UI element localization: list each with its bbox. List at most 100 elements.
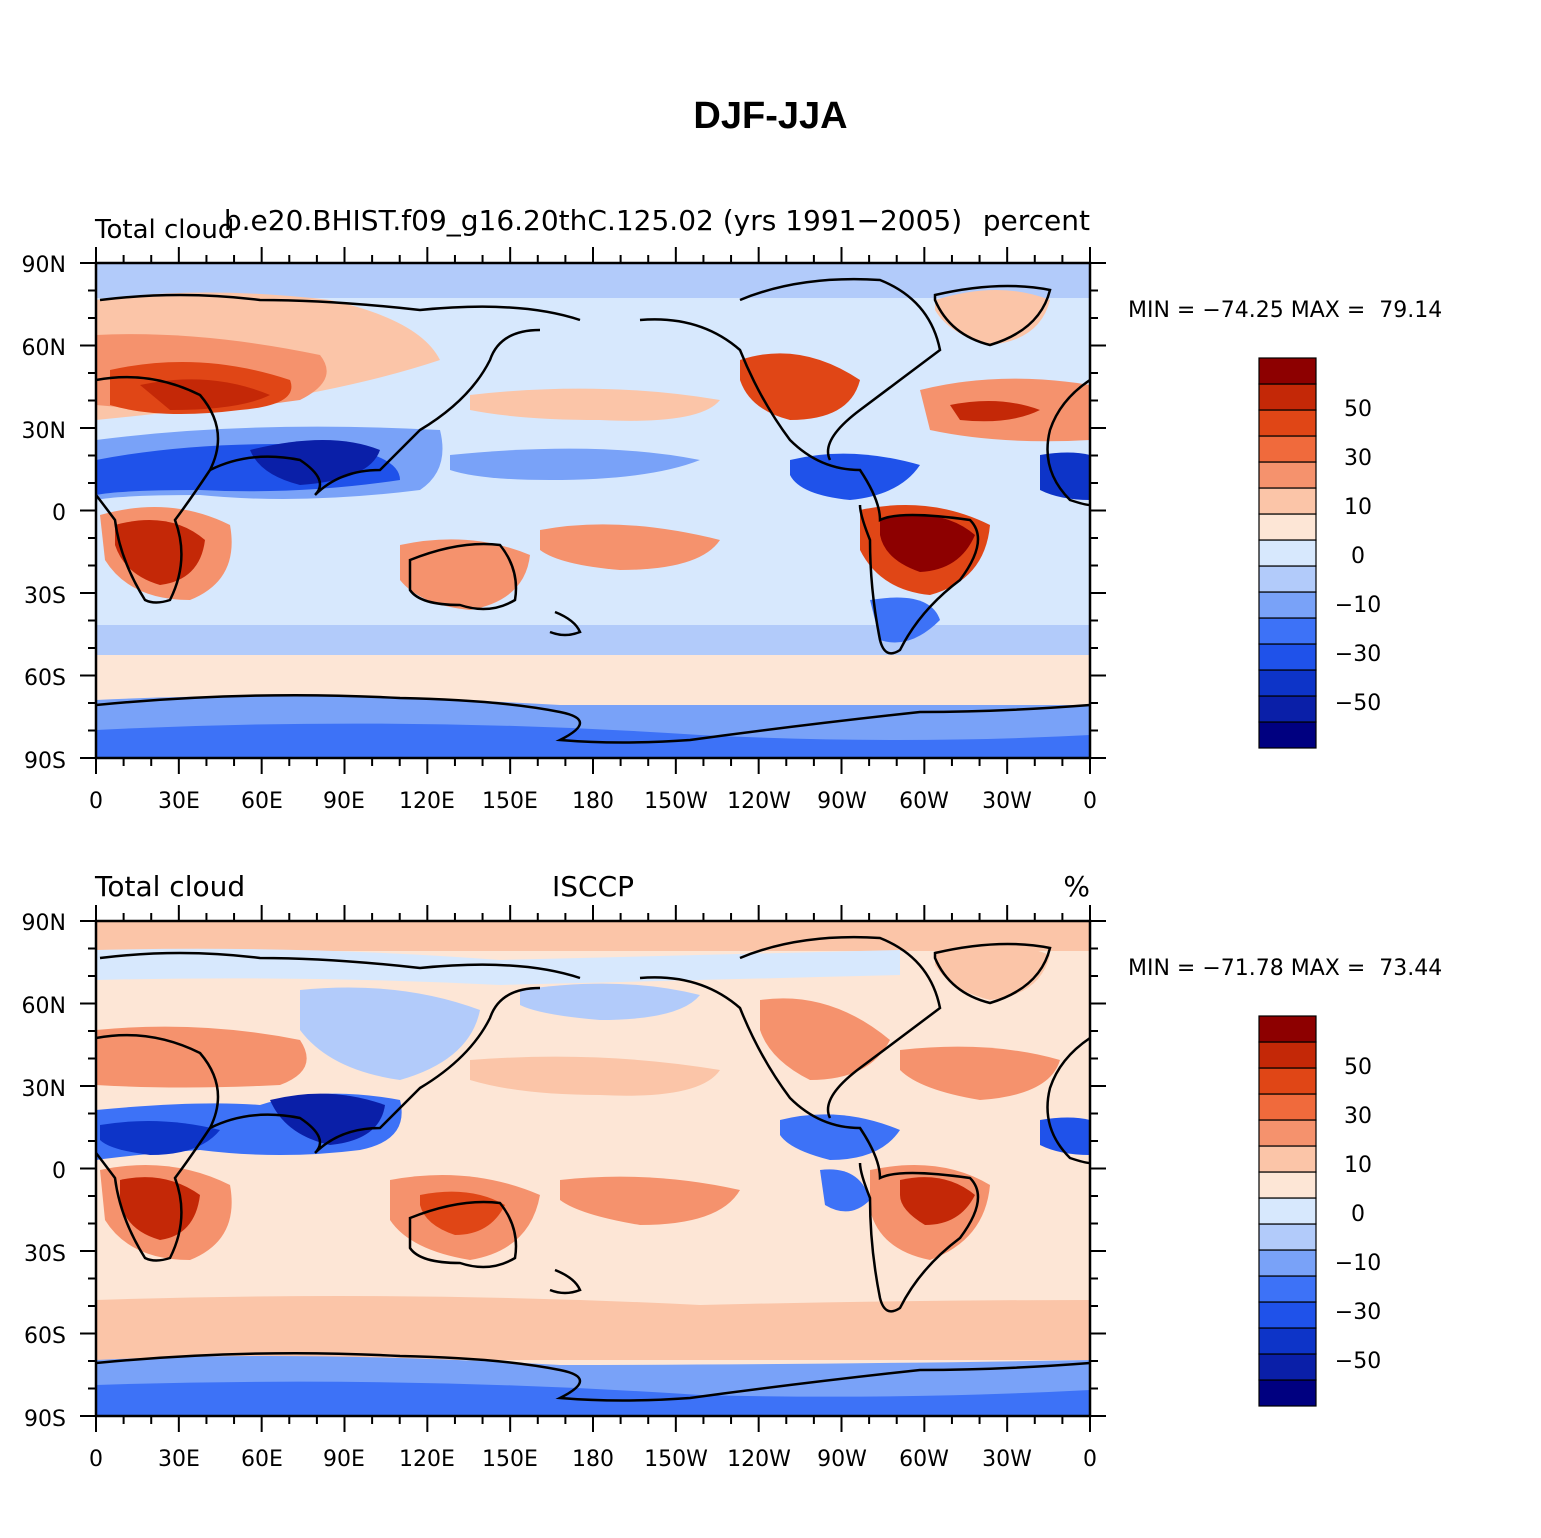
- eurasia-warm: [96, 1026, 307, 1088]
- colorbar-swatch: [1258, 1145, 1317, 1173]
- north-pacific-cold: [520, 983, 700, 1020]
- coastlines: [96, 935, 1090, 1402]
- lon-label: 150E: [482, 789, 538, 814]
- colorbar-swatch: [1258, 409, 1317, 437]
- central-america-cold: [790, 453, 920, 500]
- lat-label: 60S: [24, 1324, 66, 1349]
- north-pacific-warm: [470, 1056, 720, 1096]
- colorbar-swatch: [1258, 669, 1317, 697]
- north-america-warm: [760, 998, 890, 1080]
- colorbar-label: 30: [1344, 446, 1372, 471]
- axis-ticks: [80, 905, 1106, 1432]
- lat-label: 0: [52, 501, 66, 526]
- southern-ocean-band: [96, 625, 1090, 655]
- colorbar-swatch: [1258, 591, 1317, 619]
- greenland-warm: [935, 943, 1050, 1000]
- asia-cold-3: [270, 1093, 385, 1145]
- lon-label: 0: [1083, 1447, 1097, 1472]
- africa-west-cold: [1040, 452, 1090, 500]
- colorbar: 50 30 10 0 −10 −30 −50: [1258, 357, 1381, 749]
- panel-center-label: b.e20.BHIST.f09_g16.20thC.125.02 (yrs 19…: [224, 204, 962, 237]
- colorbar-label: 50: [1344, 1055, 1372, 1080]
- lon-label: 30W: [982, 1447, 1032, 1472]
- figure-title: DJF-JJA: [693, 95, 848, 137]
- south-america-warm-2: [880, 515, 975, 572]
- lon-label: 60W: [899, 789, 949, 814]
- north-atlantic-warm: [900, 1046, 1060, 1100]
- lon-label: 60E: [241, 1447, 283, 1472]
- panel-right-label: percent: [983, 204, 1090, 237]
- asia-cold: [300, 987, 480, 1080]
- colorbar-swatch: [1258, 1301, 1317, 1329]
- lat-label: 60S: [24, 666, 66, 691]
- colorbar-label: −10: [1335, 1251, 1381, 1276]
- lon-label: 120E: [399, 789, 455, 814]
- lat-label: 30N: [22, 1077, 66, 1102]
- lat-label: 30S: [24, 584, 66, 609]
- colorbar-label: 30: [1344, 1104, 1372, 1129]
- coastlines: [96, 277, 1090, 744]
- southern-ocean-band: [96, 1296, 1090, 1360]
- lon-label: 120W: [727, 789, 791, 814]
- colorbar-swatch: [1258, 461, 1317, 489]
- colorbar-swatch: [1258, 1275, 1317, 1303]
- lat-label: 60N: [22, 336, 66, 361]
- south-pacific-warm: [560, 1176, 740, 1225]
- panel-left-label: Total cloud: [94, 215, 234, 245]
- colorbar-label: 0: [1351, 544, 1365, 569]
- lat-axis-labels: 90N 60N 30N 0 30S 60S 90S: [22, 253, 66, 774]
- colorbar-swatch: [1258, 539, 1317, 567]
- lat-label: 30S: [24, 1242, 66, 1267]
- panel-center-label: ISCCP: [552, 870, 634, 903]
- colorbar-swatch: [1258, 1171, 1317, 1199]
- africa-warm-2: [115, 520, 205, 585]
- lon-label: 120W: [727, 1447, 791, 1472]
- lon-label: 60E: [241, 789, 283, 814]
- south-pacific-warm: [540, 524, 720, 570]
- axis-ticks: [80, 247, 1106, 774]
- min-max-readout: MIN = −74.25 MAX = 79.14: [1128, 298, 1442, 323]
- lat-label: 90S: [24, 1407, 66, 1432]
- lat-label: 60N: [22, 994, 66, 1019]
- lon-axis-labels: 0 30E 60E 90E 120E 150E 180 150W 120W 90…: [89, 1447, 1097, 1472]
- colorbar-swatch: [1258, 617, 1317, 645]
- panel-left-label: Total cloud: [94, 870, 245, 903]
- south-america-cold: [870, 597, 940, 643]
- lon-axis-labels: 0 30E 60E 90E 120E 150E 180 150W 120W 90…: [89, 789, 1097, 814]
- colorbar-swatch: [1258, 643, 1317, 671]
- australia-warm: [400, 539, 530, 610]
- colorbar-swatch: [1258, 565, 1317, 593]
- colorbar-label: −50: [1335, 691, 1381, 716]
- colorbar-label: 50: [1344, 397, 1372, 422]
- colorbar-swatch: [1258, 383, 1317, 411]
- lon-label: 150W: [644, 789, 708, 814]
- colorbar-swatch: [1258, 721, 1317, 749]
- eurasia-warm-4: [140, 379, 270, 410]
- north-america-warm: [740, 353, 860, 420]
- colorbar-label: −10: [1335, 593, 1381, 618]
- colorbar-swatch: [1258, 1327, 1317, 1355]
- lon-label: 90E: [323, 789, 365, 814]
- lon-label: 150W: [644, 1447, 708, 1472]
- lon-label: 180: [572, 1447, 614, 1472]
- colorbar-swatch: [1258, 513, 1317, 541]
- lon-label: 90W: [817, 1447, 867, 1472]
- min-max-readout: MIN = −71.78 MAX = 73.44: [1128, 956, 1442, 981]
- colorbar-swatch: [1258, 1223, 1317, 1251]
- colorbar-label: −30: [1335, 1300, 1381, 1325]
- colorbar-swatch: [1258, 487, 1317, 515]
- lat-label: 90N: [22, 911, 66, 936]
- colorbar-label: 0: [1351, 1202, 1365, 1227]
- lon-label: 90E: [323, 1447, 365, 1472]
- lat-label: 30N: [22, 419, 66, 444]
- colorbar-label: −30: [1335, 642, 1381, 667]
- colorbar-swatch: [1258, 1093, 1317, 1121]
- colorbar-swatch: [1258, 1041, 1317, 1069]
- colorbar-swatch: [1258, 1067, 1317, 1095]
- arctic-band: [96, 263, 1090, 298]
- lat-label: 90S: [24, 749, 66, 774]
- lon-label: 0: [89, 1447, 103, 1472]
- colorbar-swatch: [1258, 357, 1317, 385]
- colorbar-label: 10: [1344, 1153, 1372, 1178]
- lon-label: 30E: [158, 1447, 200, 1472]
